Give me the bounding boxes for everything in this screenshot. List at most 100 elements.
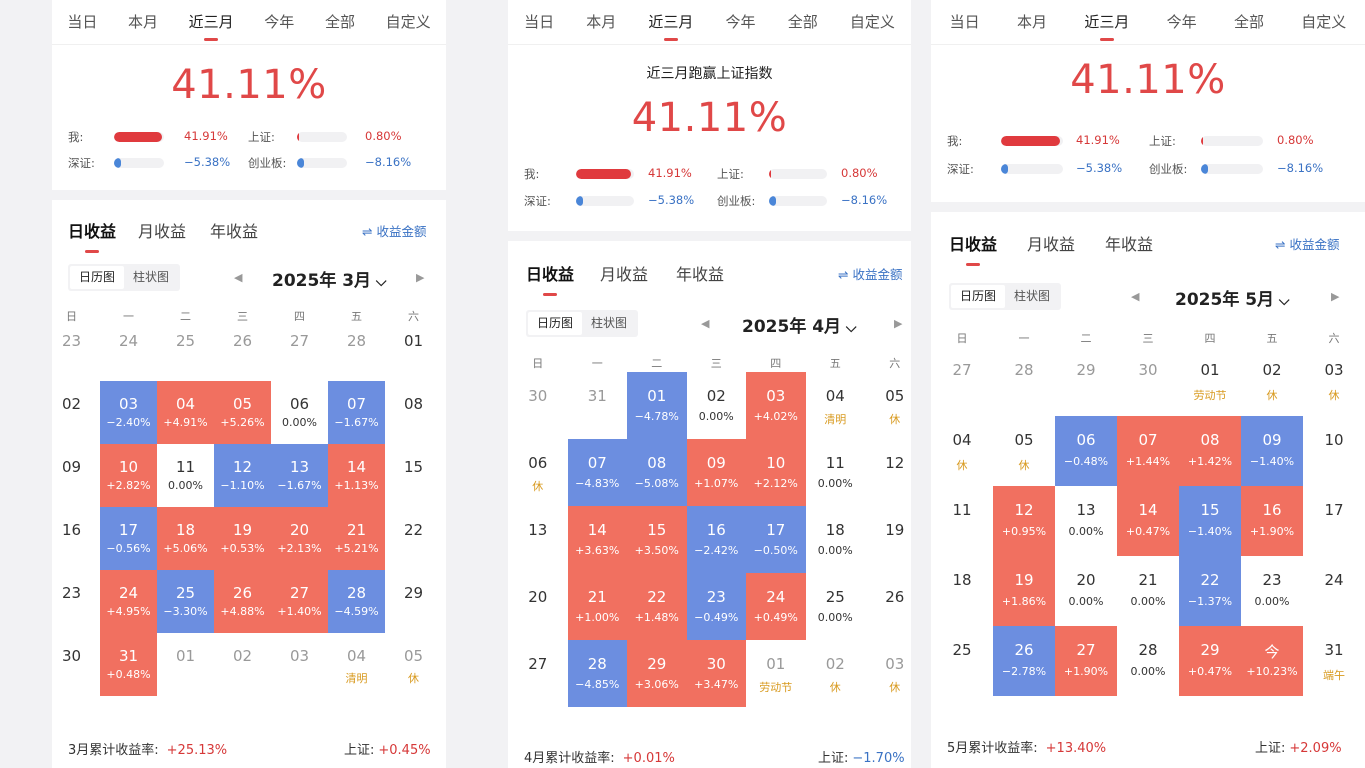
calendar-day[interactable]: 11 — [931, 486, 993, 556]
calendar-day[interactable]: 21 0.00% — [1117, 556, 1179, 626]
calendar-day[interactable]: 17 — [1303, 486, 1365, 556]
calendar-day[interactable]: 25 0.00% — [806, 573, 866, 640]
calendar-day[interactable]: 05 休 — [385, 633, 442, 696]
calendar-day[interactable]: 05 +5.26% — [214, 381, 271, 444]
tab-view[interactable]: 柱状图 — [1014, 289, 1051, 303]
tab-period[interactable]: 今年 — [1166, 12, 1197, 31]
calendar-day[interactable]: 29 — [385, 570, 442, 633]
calendar-day[interactable]: 30 — [1117, 346, 1179, 416]
tab-return-type[interactable]: 年收益 — [676, 265, 725, 284]
calendar-day[interactable]: 27 — [931, 346, 993, 416]
calendar-day[interactable]: 26 — [214, 318, 271, 381]
tab-return-type[interactable]: 月收益 — [138, 222, 187, 241]
calendar-day[interactable]: 14 +1.13% — [328, 444, 385, 507]
calendar-day[interactable]: 17 −0.50% — [746, 506, 806, 573]
calendar-day[interactable]: 27 +1.90% — [1055, 626, 1117, 696]
calendar-day[interactable]: 21 +1.00% — [567, 573, 627, 640]
calendar-day[interactable]: 26 — [865, 573, 911, 640]
calendar-day[interactable]: 16 +1.90% — [1241, 486, 1303, 556]
tab-return-type[interactable]: 年收益 — [210, 222, 259, 241]
calendar-day[interactable]: 03 — [271, 633, 328, 696]
calendar-day[interactable]: 24 +4.95% — [100, 570, 157, 633]
calendar-day[interactable]: 12 +0.95% — [993, 486, 1055, 556]
calendar-day[interactable]: 20 — [508, 573, 568, 640]
calendar-day[interactable]: 30 — [508, 372, 568, 439]
calendar-day[interactable]: 24 — [1303, 556, 1365, 626]
prev-month-arrow[interactable]: ◀ — [234, 271, 243, 284]
calendar-day[interactable]: 09 — [52, 444, 100, 507]
calendar-day[interactable]: 13 — [508, 506, 568, 573]
tab-period[interactable]: 当日 — [949, 12, 980, 31]
calendar-day[interactable]: 08 −5.08% — [627, 439, 687, 506]
calendar-day[interactable]: 08 — [385, 381, 442, 444]
tab-period[interactable]: 全部 — [324, 12, 355, 31]
calendar-day[interactable]: 10 +2.12% — [746, 439, 806, 506]
calendar-day[interactable]: 29 +3.06% — [627, 640, 687, 707]
calendar-day[interactable]: 07 −1.67% — [328, 381, 385, 444]
calendar-day[interactable]: 28 — [993, 346, 1055, 416]
tab-return-type[interactable]: 日收益 — [68, 218, 116, 253]
calendar-day[interactable]: 05 休 — [993, 416, 1055, 486]
calendar-day[interactable]: 29 — [1055, 346, 1117, 416]
calendar-day[interactable]: 30 +3.47% — [686, 640, 746, 707]
calendar-day[interactable]: 08 +1.42% — [1179, 416, 1241, 486]
calendar-day[interactable]: 02 休 — [1241, 346, 1303, 416]
calendar-day[interactable]: 27 +1.40% — [271, 570, 328, 633]
calendar-day[interactable]: 30 — [52, 633, 100, 696]
calendar-day[interactable]: 28 0.00% — [1117, 626, 1179, 696]
calendar-day[interactable]: 01 −4.78% — [627, 372, 687, 439]
amount-toggle-button[interactable]: ⇌ 收益金额 — [838, 267, 903, 282]
tab-period[interactable]: 近三月 — [1080, 11, 1133, 41]
calendar-day[interactable]: 06 −0.48% — [1055, 416, 1117, 486]
calendar-day[interactable]: 22 — [385, 507, 442, 570]
calendar-day[interactable]: 15 — [385, 444, 442, 507]
calendar-day[interactable]: 22 −1.37% — [1179, 556, 1241, 626]
calendar-day[interactable]: 18 +5.06% — [157, 507, 214, 570]
calendar-day[interactable]: 03 +4.02% — [746, 372, 806, 439]
tab-return-type[interactable]: 月收益 — [1027, 235, 1076, 254]
tab-period[interactable]: 今年 — [264, 12, 295, 31]
tab-view[interactable]: 日历图 — [528, 312, 583, 335]
calendar-day[interactable]: 14 +3.63% — [567, 506, 627, 573]
calendar-day[interactable]: 03 休 — [865, 640, 911, 707]
calendar-day[interactable]: 15 −1.40% — [1179, 486, 1241, 556]
calendar-day[interactable]: 11 0.00% — [157, 444, 214, 507]
calendar-day[interactable]: 02 休 — [806, 640, 866, 707]
calendar-day[interactable]: 24 +0.49% — [746, 573, 806, 640]
calendar-day[interactable]: 14 +0.47% — [1117, 486, 1179, 556]
calendar-day[interactable]: 15 +3.50% — [627, 506, 687, 573]
calendar-day[interactable]: 13 −1.67% — [271, 444, 328, 507]
next-month-arrow[interactable]: ▶ — [894, 317, 903, 330]
tab-return-type[interactable]: 日收益 — [526, 261, 574, 296]
calendar-day[interactable]: 26 +4.88% — [214, 570, 271, 633]
calendar-day[interactable]: 12 −1.10% — [214, 444, 271, 507]
tab-period[interactable]: 今年 — [725, 12, 756, 31]
calendar-day[interactable]: 23 — [52, 570, 100, 633]
calendar-day[interactable]: 31 端午 — [1303, 626, 1365, 696]
calendar-day[interactable]: 02 — [52, 381, 100, 444]
calendar-day[interactable]: 01 劳动节 — [1179, 346, 1241, 416]
calendar-day[interactable]: 28 −4.59% — [328, 570, 385, 633]
month-selector[interactable]: 2025年 3月 ⌵ — [272, 266, 387, 291]
tab-period[interactable]: 近三月 — [644, 11, 697, 41]
tab-period[interactable]: 本月 — [127, 12, 158, 31]
calendar-day[interactable]: 10 +2.82% — [100, 444, 157, 507]
tab-period[interactable]: 自定义 — [849, 12, 895, 31]
calendar-day[interactable]: 16 −2.42% — [686, 506, 746, 573]
tab-period[interactable]: 全部 — [1233, 12, 1264, 31]
calendar-day[interactable]: 16 — [52, 507, 100, 570]
calendar-day[interactable]: 23 0.00% — [1241, 556, 1303, 626]
month-selector[interactable]: 2025年 4月 ⌵ — [742, 312, 857, 337]
tab-period[interactable]: 自定义 — [385, 12, 431, 31]
calendar-day[interactable]: 17 −0.56% — [100, 507, 157, 570]
tab-period[interactable]: 自定义 — [1301, 12, 1347, 31]
tab-return-type[interactable]: 月收益 — [600, 265, 649, 284]
calendar-day[interactable]: 22 +1.48% — [627, 573, 687, 640]
tab-view[interactable]: 柱状图 — [591, 316, 628, 330]
next-month-arrow[interactable]: ▶ — [1331, 290, 1340, 303]
calendar-day[interactable]: 05 休 — [865, 372, 911, 439]
calendar-day[interactable]: 01 — [385, 318, 442, 381]
calendar-day[interactable]: 13 0.00% — [1055, 486, 1117, 556]
calendar-day[interactable]: 20 0.00% — [1055, 556, 1117, 626]
calendar-day[interactable]: 24 — [100, 318, 157, 381]
